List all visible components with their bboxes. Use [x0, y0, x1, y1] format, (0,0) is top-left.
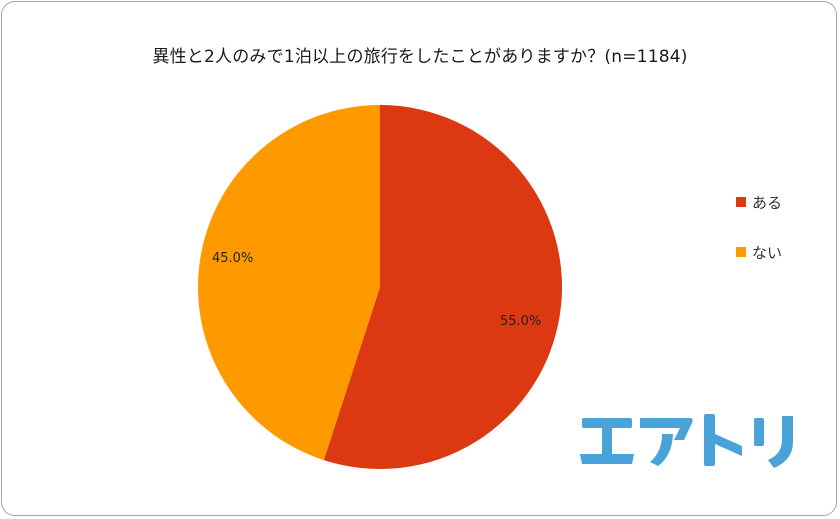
legend-item-yes: ある: [736, 192, 782, 212]
legend-label: ない: [752, 243, 783, 262]
pie-slice-yes: [323, 105, 563, 469]
chart-title: 異性と2人のみで1泊以上の旅行をしたことがありますか？(n=1184): [152, 47, 688, 67]
legend: ある ない: [736, 192, 782, 292]
airtrip-logo-icon: [580, 414, 793, 468]
pie-slice-no: [198, 105, 380, 461]
data-label-no: 45.0%: [212, 251, 254, 266]
legend-item-no: ない: [736, 242, 782, 262]
legend-swatch-red: [736, 197, 746, 207]
data-label-yes: 55.0%: [500, 314, 542, 329]
legend-label: ある: [752, 193, 783, 212]
legend-swatch-orange: [736, 247, 746, 257]
